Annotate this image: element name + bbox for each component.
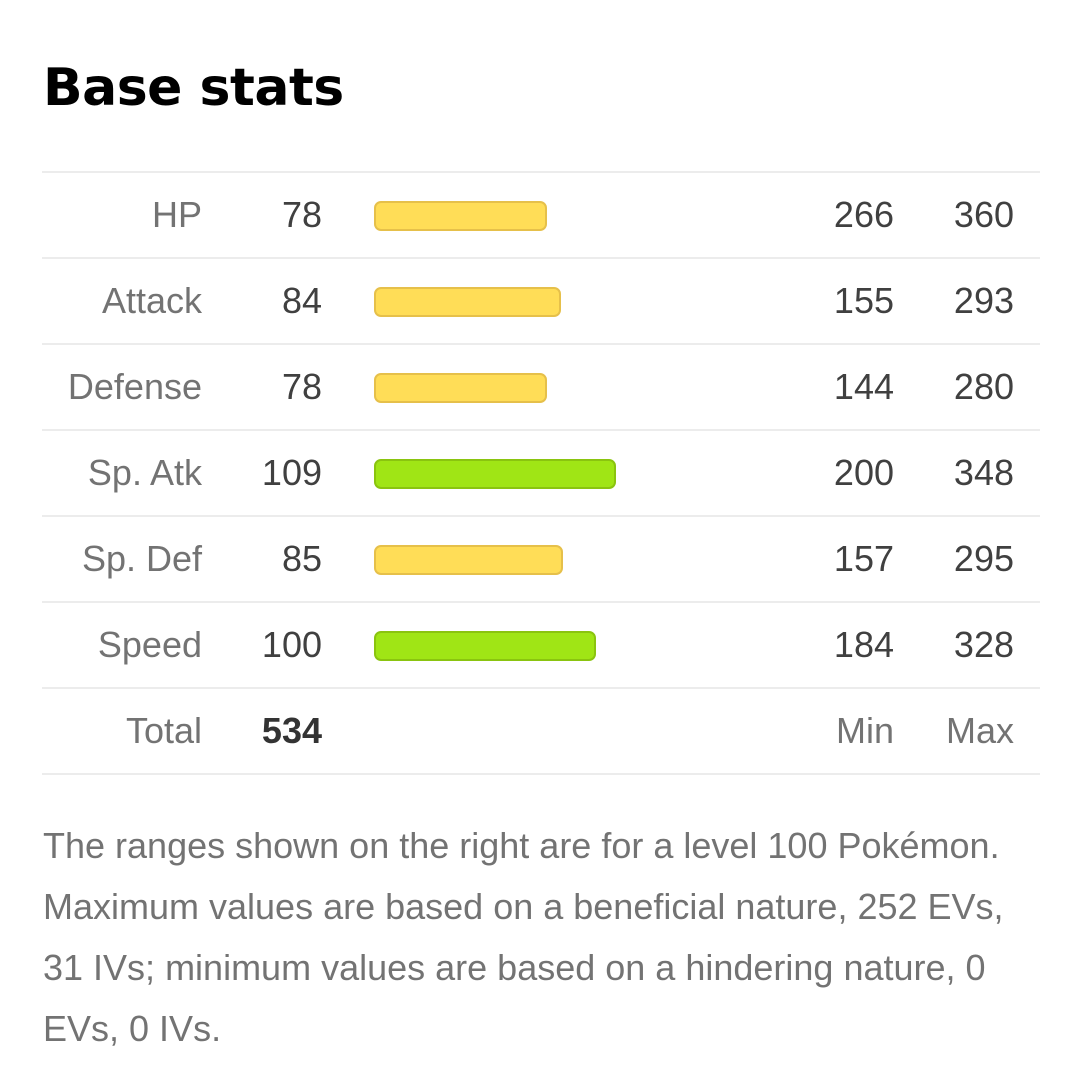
stat-bar-track xyxy=(374,373,774,403)
total-label: Total xyxy=(125,710,202,751)
stat-base-value: 109 xyxy=(261,452,322,493)
stat-base-value: 78 xyxy=(281,194,322,235)
stat-row-sp-atk: Sp. Atk 109 200 348 xyxy=(42,431,1040,517)
stat-range-note: The ranges shown on the right are for a … xyxy=(43,825,1004,1049)
stat-max-value: 348 xyxy=(953,452,1014,493)
stat-label: Sp. Def xyxy=(81,538,202,579)
stat-base-value: 84 xyxy=(281,280,322,321)
stat-label: Defense xyxy=(67,366,202,407)
stat-label: Sp. Atk xyxy=(87,452,202,493)
page-title: Base stats xyxy=(43,58,344,118)
stat-bar xyxy=(374,373,547,403)
total-value: 534 xyxy=(261,710,322,751)
stat-base-value: 78 xyxy=(281,366,322,407)
stat-base-value: 85 xyxy=(281,538,322,579)
stat-bar-track xyxy=(374,459,774,489)
stat-bar xyxy=(374,201,547,231)
stat-base-value: 100 xyxy=(261,624,322,665)
stat-bar xyxy=(374,459,616,489)
stat-bar-track xyxy=(374,631,774,661)
stat-max-value: 280 xyxy=(953,366,1014,407)
stat-bar xyxy=(374,287,561,317)
stat-max-value: 360 xyxy=(953,194,1014,235)
stat-label: Speed xyxy=(97,624,202,665)
base-stats-table: HP 78 266 360 Attack 84 155 293 Defense … xyxy=(42,171,1040,775)
stat-min-value: 144 xyxy=(833,366,894,407)
stat-label: HP xyxy=(151,194,202,235)
stat-row-defense: Defense 78 144 280 xyxy=(42,345,1040,431)
stat-row-attack: Attack 84 155 293 xyxy=(42,259,1040,345)
stat-min-value: 155 xyxy=(833,280,894,321)
max-column-header: Max xyxy=(945,710,1014,751)
stat-row-speed: Speed 100 184 328 xyxy=(42,603,1040,689)
stat-row-sp-def: Sp. Def 85 157 295 xyxy=(42,517,1040,603)
stat-max-value: 293 xyxy=(953,280,1014,321)
stat-min-value: 184 xyxy=(833,624,894,665)
stat-min-value: 266 xyxy=(833,194,894,235)
stat-bar-track xyxy=(374,287,774,317)
stat-bar-track xyxy=(374,201,774,231)
stat-max-value: 328 xyxy=(953,624,1014,665)
stat-max-value: 295 xyxy=(953,538,1014,579)
min-column-header: Min xyxy=(835,710,894,751)
stat-row-hp: HP 78 266 360 xyxy=(42,173,1040,259)
stat-label: Attack xyxy=(101,280,202,321)
stat-bar xyxy=(374,545,563,575)
stat-bar xyxy=(374,631,596,661)
stat-row-total: Total 534 Min Max xyxy=(42,689,1040,775)
stat-min-value: 200 xyxy=(833,452,894,493)
stat-min-value: 157 xyxy=(833,538,894,579)
stat-bar-track xyxy=(374,545,774,575)
